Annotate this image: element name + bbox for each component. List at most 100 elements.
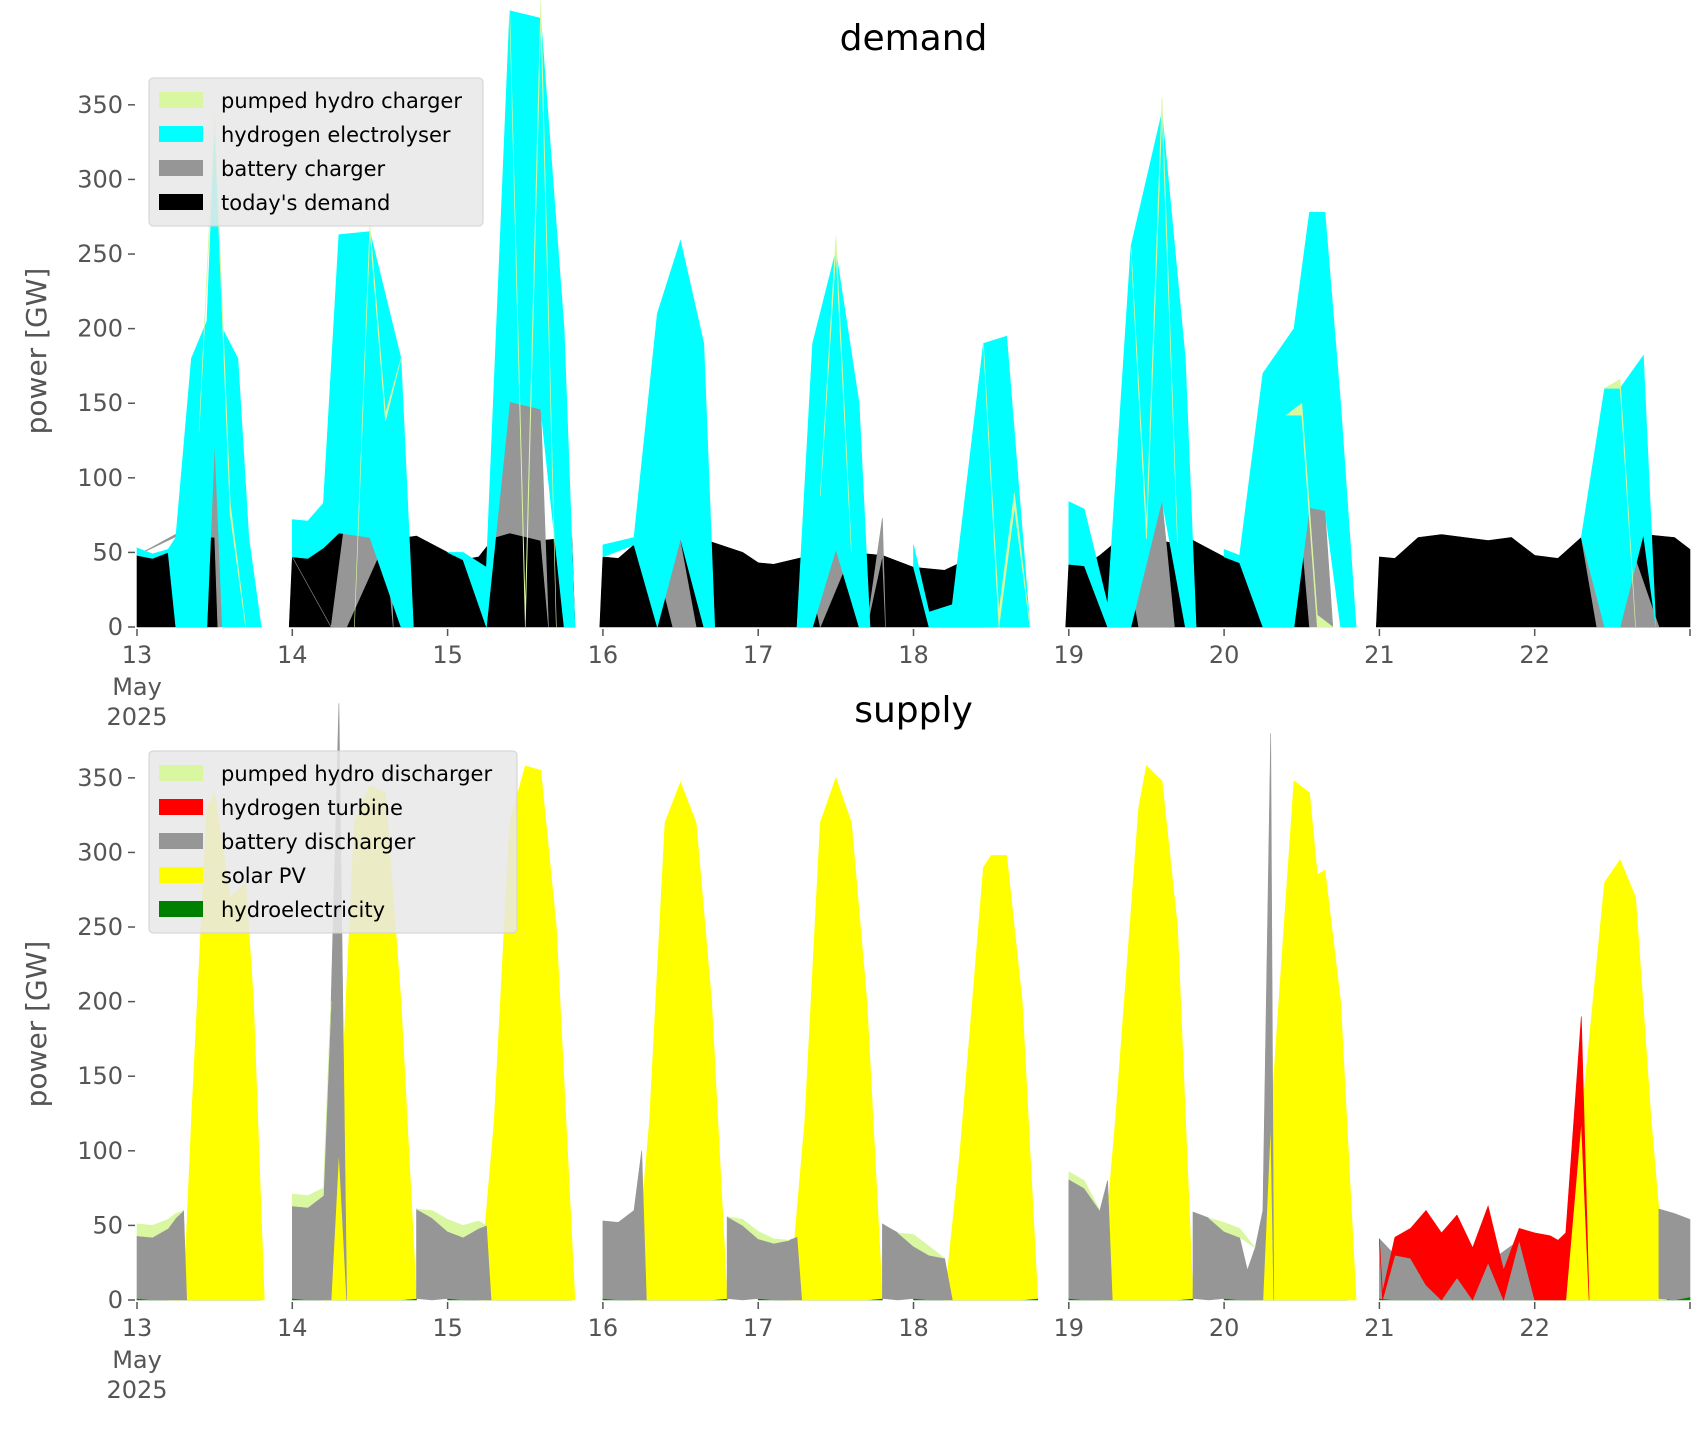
series-hydrogen-turbine [1379,1016,1590,1301]
x-tick-label: 15 [432,1314,463,1342]
y-tick-label: 0 [108,613,123,641]
y-tick-label: 50 [92,538,123,566]
y-tick-label: 100 [77,1137,123,1165]
area-segment [983,343,1031,628]
legend-swatch [159,194,203,210]
area-segment [913,335,1031,628]
y-tick-label: 200 [77,315,123,343]
area-segment [1208,1217,1256,1249]
legend-swatch [159,799,203,815]
area-segment [416,1208,488,1238]
x-tick-label: 21 [1364,1314,1395,1342]
x-tick-label: 14 [277,641,308,669]
legend-label: battery discharger [221,830,416,854]
legend-swatch [159,765,203,781]
legend-label: today's demand [221,191,390,215]
x-tick-label: 19 [1054,641,1085,669]
legend-supply: pumped hydro discharger hydrogen turbine b… [148,750,518,934]
x-tick-label: 22 [1519,1314,1550,1342]
area-segment [1192,733,1275,1301]
x-tick-sublabel: 2025 [106,703,167,731]
area-segment [1603,378,1636,628]
area-segment [602,1150,647,1301]
y-tick-label: 350 [77,91,123,119]
x-tick-sublabel: 2025 [106,1376,167,1404]
legend-swatch [159,160,203,176]
y-tick-label: 250 [77,240,123,268]
x-tick-label: 13 [122,1314,153,1342]
x-tick-label: 16 [588,641,619,669]
area-segment [447,10,576,628]
x-tick-label: 15 [432,641,463,669]
area-segment [633,781,728,1301]
x-tick-label: 20 [1209,641,1240,669]
area-segment [509,0,557,628]
y-tick-label: 300 [77,165,123,193]
area-segment [1068,1171,1101,1211]
area-segment [788,776,883,1301]
x-tick-label: 18 [898,1314,929,1342]
legend-swatch [159,867,203,883]
y-tick-label: 150 [77,1062,123,1090]
area-segment [1565,859,1668,1301]
area-segment [1379,1016,1590,1301]
legend-label: battery charger [221,157,386,181]
panel-title-supply: supply [854,690,973,731]
y-tick-label: 350 [77,764,123,792]
y-tick-label: 250 [77,913,123,941]
legend-swatch [159,901,203,917]
legend-frame [148,750,518,934]
y-axis-label-demand: power [GW] [20,268,53,435]
legend-label: hydrogen turbine [221,796,403,820]
panel-title-demand: demand [840,18,988,59]
legend-swatch [159,126,203,142]
area-segment [726,1215,803,1301]
x-tick-sublabel: May [112,673,162,701]
x-tick-label: 20 [1209,1314,1240,1342]
x-tick-label: 22 [1519,641,1550,669]
x-tick-sublabel: May [112,1346,162,1374]
y-tick-label: 150 [77,389,123,417]
area-segment [1099,765,1194,1301]
area-segment [897,1232,945,1259]
y-tick-label: 100 [77,464,123,492]
y-axis-label-supply: power [GW] [20,941,53,1108]
legend-label: pumped hydro discharger [221,762,492,786]
y-tick-label: 50 [92,1211,123,1239]
legend-swatch [159,92,203,108]
x-tick-label: 17 [743,1314,774,1342]
panel-supply: supply power [GW] 0 50 100 150 200 250 300 350 13 1… [20,690,1691,1404]
x-tick-label: 17 [743,641,774,669]
x-tick-label: 21 [1364,641,1395,669]
area-segment [882,1223,953,1301]
legend-demand: pumped hydro charger hydrogen electrolyse… [148,77,484,227]
area-segment [1254,780,1357,1301]
legend-label: hydrogen electrolyser [221,123,451,147]
y-tick-label: 200 [77,988,123,1016]
legend-frame [148,77,484,227]
area-segment [944,855,1039,1301]
legend-label: hydroelectricity [221,898,385,922]
x-tick-label: 18 [898,641,929,669]
area-segment [796,250,871,628]
legend-label: pumped hydro charger [221,89,462,113]
series-pumped-hydro-discharger [136,1001,1256,1259]
y-tick-label: 300 [77,838,123,866]
area-segment [1130,97,1178,544]
legend-label: solar PV [221,864,306,888]
area-segment [292,1001,332,1208]
area-segment [1223,212,1357,628]
area-segment [292,231,414,628]
area-segment [726,1216,790,1244]
panel-demand: demand power [GW] 0 50 100 150 200 250 300 350 13 1… [20,0,1691,731]
area-segment [602,239,716,629]
area-segment [136,1210,184,1238]
y-tick-label: 0 [108,1286,123,1314]
legend-swatch [159,833,203,849]
x-tick-label: 16 [588,1314,619,1342]
area-segment [288,532,576,628]
x-tick-label: 13 [122,641,153,669]
x-tick-label: 14 [277,1314,308,1342]
